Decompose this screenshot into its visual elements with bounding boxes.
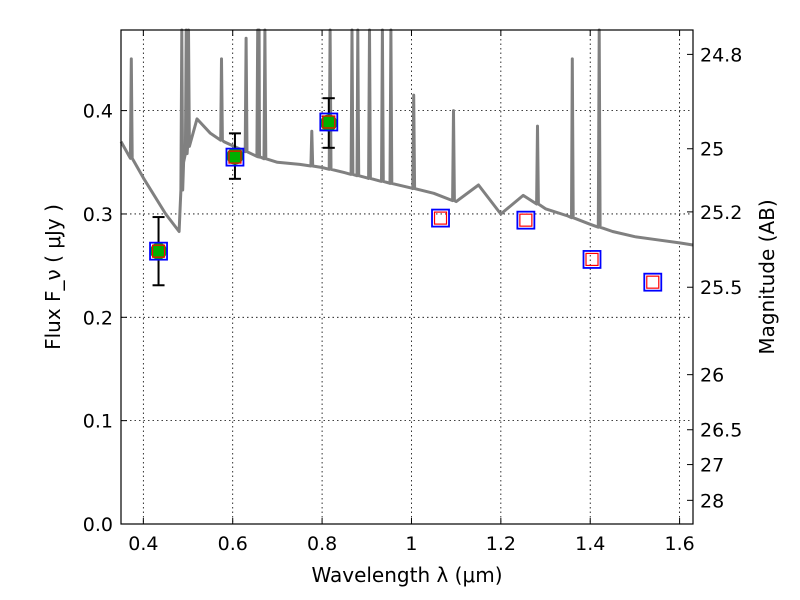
plot-background (121, 30, 693, 524)
model-band-box-outer (643, 272, 663, 292)
y2-tick-label: 26.5 (700, 420, 742, 442)
y2-tick-label: 26 (700, 365, 724, 387)
model-band-box-inner (585, 252, 599, 267)
model-band-box-outer (516, 210, 536, 230)
x-tick-label: 0.4 (128, 533, 158, 555)
model-band-box-outer (225, 147, 245, 167)
x-tick-label: 0.6 (218, 533, 248, 555)
y2-tick-label: 25.2 (700, 202, 742, 224)
y-tick-label: 0.1 (83, 411, 113, 433)
model-band-box-outer (431, 208, 450, 228)
y-axis-left: 0.0 0.1 0.2 0.3 0.4 (83, 101, 127, 536)
model-band-box-inner (519, 213, 533, 227)
x-tick-label: 1 (405, 533, 417, 555)
y-tick-label: 0.3 (83, 204, 113, 226)
y2-axis-title: Magnitude (AB) (755, 199, 779, 354)
y2-tick-label: 25.5 (700, 277, 742, 299)
x-tick-label: 0.8 (307, 533, 337, 555)
y-axis-title: Flux F_ν ( μJy ) (41, 204, 65, 350)
model-band-box-outer (149, 241, 168, 261)
x-tick-label: 1.6 (664, 533, 694, 555)
model-spectrum-line (119, 28, 694, 247)
model-band-box-inner (433, 211, 448, 225)
plot-frame (120, 29, 694, 525)
y-tick-label: 0.0 (83, 514, 113, 536)
y-tick-label: 0.4 (83, 101, 113, 123)
x-axis-title: Wavelength λ (μm) (311, 563, 502, 587)
model-band-box-outer (319, 112, 339, 132)
x-tick-label: 1.2 (486, 533, 516, 555)
model-band-box-inner (322, 115, 336, 129)
y-axis-right: 24.8 25 25.2 25.5 26 26.5 27 28 (687, 44, 742, 512)
y2-tick-label: 25 (700, 139, 724, 161)
model-band-box-outer (582, 250, 602, 269)
y2-tick-label: 28 (700, 490, 724, 512)
model-band-box-inner (151, 244, 166, 258)
y2-tick-label: 24.8 (700, 44, 742, 66)
model-band-fluxes (149, 112, 663, 292)
model-band-box-inner (228, 150, 242, 164)
model-spectrum (119, 28, 694, 247)
y2-tick-label: 27 (700, 455, 724, 477)
y-tick-label: 0.2 (83, 307, 113, 329)
x-tick-label: 1.4 (575, 533, 605, 555)
model-band-box-inner (646, 275, 660, 289)
x-axis: 0.4 0.6 0.8 1 1.2 1.4 1.6 (128, 30, 695, 555)
